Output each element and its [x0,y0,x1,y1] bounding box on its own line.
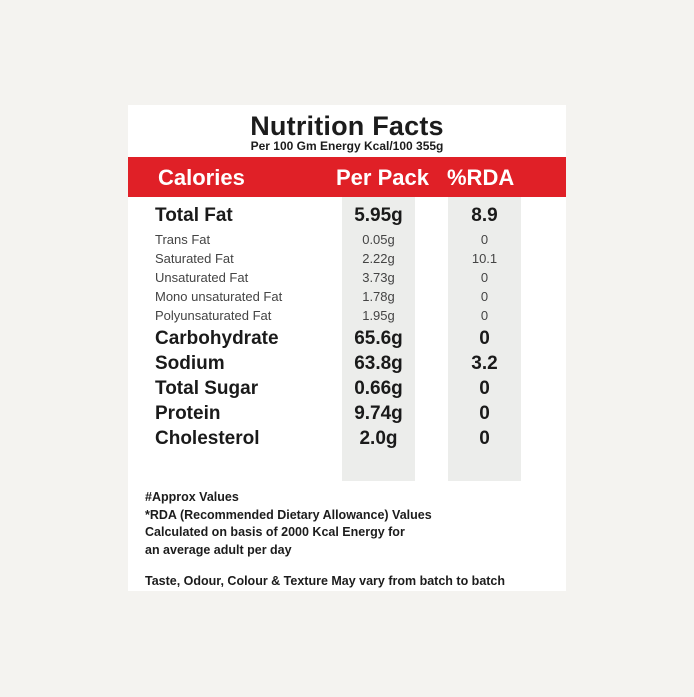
per-pack-value: 1.78g [362,289,395,304]
row-total-fat: Total Fat 5.95g 8.9 [128,205,566,229]
nutrient-name: Carbohydrate [155,328,279,349]
footnotes: #Approx Values *RDA (Recommended Dietary… [145,489,432,559]
rda-value: 8.9 [471,205,498,226]
row-mono-unsaturated-fat: Mono unsaturated Fat 1.78g 0 [128,289,566,308]
header-rda: %RDA [447,165,515,190]
label-subtitle: Per 100 Gm Energy Kcal/100 355g [250,139,444,153]
footnote-calc: Calculated on basis of 2000 Kcal Energy … [145,525,405,539]
rda-column-shade [448,197,521,481]
per-pack-value: 2.22g [362,251,395,266]
per-pack-value: 1.95g [362,308,395,323]
rda-value: 0 [480,232,489,247]
rda-value: 0 [479,328,490,349]
nutrient-name: Protein [155,403,221,424]
footnote-rda: *RDA (Recommended Dietary Allowance) Val… [145,507,432,522]
footnote-adult: an average adult per day [145,542,292,557]
nutrient-name: Unsaturated Fat [155,270,249,285]
nutrient-name: Total Fat [155,205,233,226]
per-pack-value: 5.95g [354,205,403,226]
row-cholesterol: Cholesterol 2.0g 0 [128,428,566,452]
nutrient-name: Saturated Fat [155,251,234,266]
rda-value: 10.1 [471,251,498,266]
nutrition-label: Nutrition Facts Per 100 Gm Energy Kcal/1… [128,105,566,591]
row-carbohydrate: Carbohydrate 65.6g 0 [128,328,566,352]
header-calories: Calories [158,165,245,190]
nutrient-name: Trans Fat [155,232,211,247]
footnote-approx: #Approx Values [145,490,239,504]
nutrient-name: Total Sugar [155,378,259,399]
row-trans-fat: Trans Fat 0.05g 0 [128,232,566,251]
row-protein: Protein 9.74g 0 [128,403,566,427]
per-pack-value: 0.05g [362,232,395,247]
nutrient-name: Mono unsaturated Fat [155,289,283,304]
row-polyunsaturated-fat: Polyunsaturated Fat 1.95g 0 [128,308,566,327]
header-bar: Calories Per Pack %RDA [128,157,566,197]
row-saturated-fat: Saturated Fat 2.22g 10.1 [128,251,566,270]
row-unsaturated-fat: Unsaturated Fat 3.73g 0 [128,270,566,289]
rda-value: 0 [479,378,490,399]
per-pack-value: 9.74g [354,403,403,424]
per-pack-value: 3.73g [362,270,395,285]
label-title: Nutrition Facts [250,111,444,141]
header-per-pack: Per Pack [336,165,429,190]
per-pack-value: 0.66g [354,378,403,399]
row-total-sugar: Total Sugar 0.66g 0 [128,378,566,402]
rda-value: 3.2 [471,353,498,374]
rda-value: 0 [480,270,489,285]
rda-value: 0 [479,403,490,424]
per-pack-value: 63.8g [354,353,403,374]
rda-value: 0 [480,308,489,323]
batch-disclaimer: Taste, Odour, Colour & Texture May vary … [145,574,506,588]
rda-value: 0 [479,428,490,449]
nutrient-name: Cholesterol [155,428,260,449]
nutrient-name: Polyunsaturated Fat [155,308,272,323]
rda-value: 0 [480,289,489,304]
row-sodium: Sodium 63.8g 3.2 [128,353,566,377]
per-pack-value: 65.6g [354,328,403,349]
per-pack-column-shade [342,197,415,481]
nutrient-name: Sodium [155,353,225,374]
per-pack-value: 2.0g [359,428,398,449]
